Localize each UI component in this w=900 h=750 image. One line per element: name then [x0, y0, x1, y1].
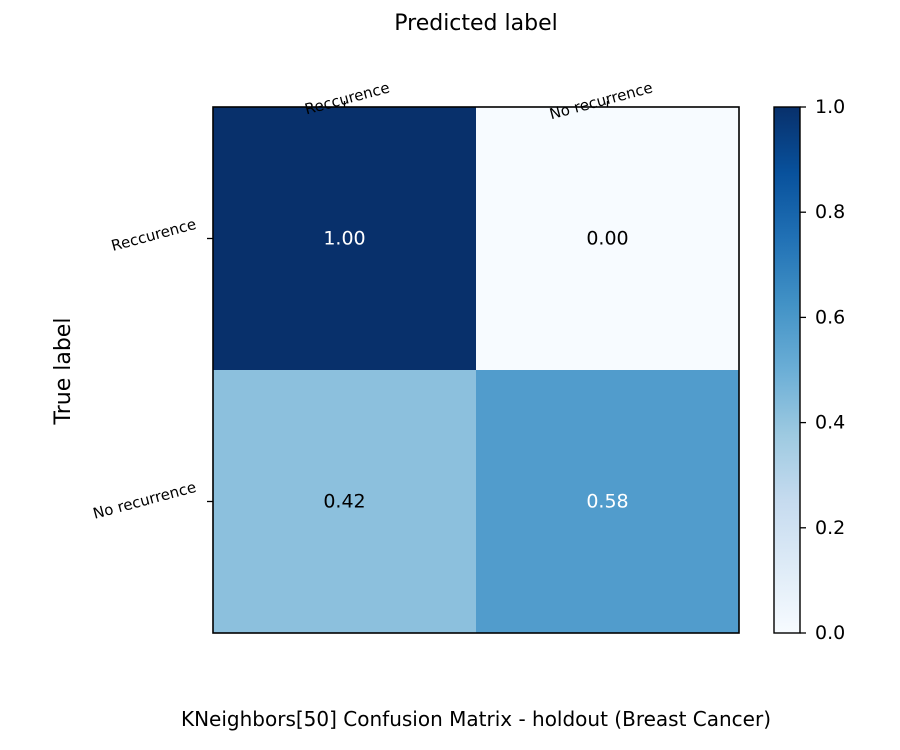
colorbar-tick-label: 0.4 — [815, 412, 845, 434]
colorbar — [773, 106, 801, 634]
colorbar-tick-label: 0.6 — [815, 306, 845, 328]
x-axis-title: Predicted label — [394, 11, 557, 36]
cell-value-label: 0.58 — [586, 491, 628, 513]
colorbar-tick-label: 0.2 — [815, 517, 845, 539]
cell-value-label: 1.00 — [323, 228, 365, 250]
matrix-cell — [476, 107, 739, 370]
matrix-cell — [476, 370, 739, 633]
colorbar-tick-label: 0.0 — [815, 622, 845, 644]
colorbar-tick-label: 0.8 — [815, 201, 845, 223]
chart-caption: KNeighbors[50] Confusion Matrix - holdou… — [181, 707, 771, 731]
matrix-cells — [213, 107, 739, 633]
y-tick-label: Reccurence — [109, 215, 198, 255]
y-tick-label: No recurrence — [91, 478, 198, 523]
cell-value-label: 0.42 — [323, 491, 365, 513]
matrix-cell — [213, 107, 476, 370]
plot-frame — [212, 106, 740, 634]
y-axis-ticks: Reccurence No recurrence — [91, 215, 213, 523]
cell-value-labels: 1.00 0.00 0.42 0.58 — [323, 228, 628, 513]
colorbar-ticks: 0.0 0.2 0.4 0.6 0.8 1.0 — [800, 96, 845, 644]
y-axis-title: True label — [51, 318, 76, 426]
colorbar-tick-label: 1.0 — [815, 96, 845, 118]
cell-value-label: 0.00 — [586, 228, 628, 250]
matrix-cell — [213, 370, 476, 633]
